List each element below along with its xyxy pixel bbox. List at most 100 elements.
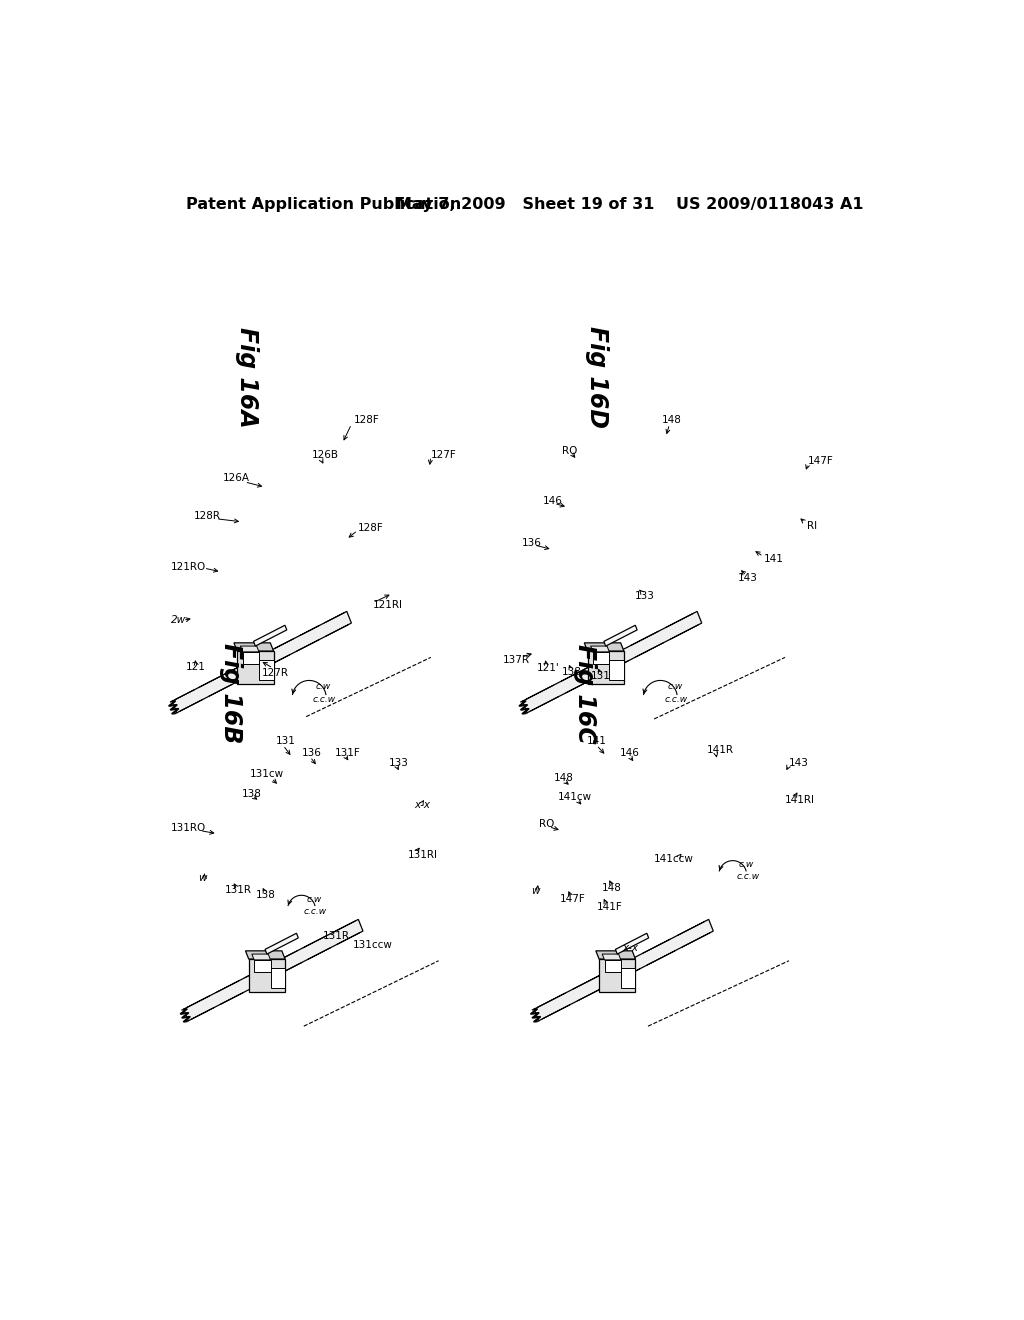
Polygon shape [337,932,360,945]
Text: 138: 138 [256,890,275,900]
Polygon shape [615,933,648,954]
Polygon shape [522,611,701,713]
Text: c.c.w: c.c.w [313,696,336,704]
Polygon shape [621,968,636,987]
Polygon shape [530,697,559,711]
Polygon shape [538,993,565,1007]
Polygon shape [642,939,671,953]
Polygon shape [215,981,239,993]
Text: US 2009/0118043 A1: US 2009/0118043 A1 [676,197,863,213]
Text: c.c.w: c.c.w [665,696,688,704]
Text: RO: RO [562,446,578,455]
Polygon shape [254,960,270,973]
Text: 126A: 126A [223,473,250,483]
Polygon shape [274,639,294,648]
Text: 141R: 141R [707,744,733,755]
Text: 141RI: 141RI [785,795,815,805]
Text: 141cw: 141cw [558,792,592,803]
Polygon shape [246,950,285,960]
Polygon shape [259,660,273,680]
Polygon shape [596,649,624,664]
Polygon shape [233,643,273,651]
Text: 141: 141 [587,737,607,746]
Polygon shape [267,655,291,667]
Text: 146: 146 [620,748,639,758]
Polygon shape [238,651,273,684]
Text: 148: 148 [554,774,573,783]
Polygon shape [525,685,554,700]
Text: 147F: 147F [560,894,586,904]
Text: c.w: c.w [315,682,331,692]
Polygon shape [252,954,270,960]
Polygon shape [647,950,675,965]
Polygon shape [265,933,298,954]
Polygon shape [241,645,259,652]
Polygon shape [254,626,287,645]
Polygon shape [220,993,244,1005]
Polygon shape [572,975,600,990]
Text: c.c.w: c.c.w [736,873,760,882]
Polygon shape [593,652,609,664]
Polygon shape [607,957,635,972]
Text: 141: 141 [764,554,783,564]
Text: 127F: 127F [431,450,457,459]
Text: x-x: x-x [414,800,430,810]
Polygon shape [238,669,261,681]
Text: 138: 138 [243,788,262,799]
Text: 131RO: 131RO [171,824,206,833]
Polygon shape [671,624,698,639]
Text: 147F: 147F [808,455,834,466]
Polygon shape [591,645,609,652]
Text: 121': 121' [538,663,560,673]
Text: Fig 16A: Fig 16A [234,327,258,428]
Text: 141F: 141F [596,902,623,912]
Text: 131R: 131R [323,931,350,941]
Text: 143: 143 [788,758,809,768]
Text: 121: 121 [186,661,206,672]
Text: 121RI: 121RI [373,601,403,610]
Polygon shape [224,664,245,675]
Text: May 7, 2009   Sheet 19 of 31: May 7, 2009 Sheet 19 of 31 [395,197,654,213]
Text: 128F: 128F [354,416,380,425]
Text: x-x: x-x [622,942,638,953]
Polygon shape [325,612,344,623]
Text: 131RI: 131RI [408,850,438,861]
Polygon shape [600,661,629,675]
Polygon shape [249,960,285,993]
Polygon shape [332,921,355,933]
Text: w: w [199,874,207,883]
Polygon shape [243,652,259,664]
Polygon shape [602,954,621,960]
Polygon shape [270,968,285,987]
Polygon shape [596,950,636,960]
Text: RI: RI [807,520,817,531]
Text: RO: RO [539,820,554,829]
Polygon shape [273,950,297,962]
Polygon shape [588,651,624,684]
Polygon shape [279,962,302,974]
Text: 127R: 127R [261,668,289,677]
Text: 131F: 131F [335,748,360,758]
Polygon shape [200,677,219,688]
Polygon shape [179,700,203,711]
Text: c.w: c.w [306,895,322,904]
Text: 148: 148 [662,416,682,425]
Polygon shape [209,684,232,697]
Text: 128R: 128R [194,511,221,521]
Polygon shape [186,995,210,1007]
Polygon shape [604,626,637,645]
Polygon shape [599,960,636,993]
Polygon shape [612,969,640,983]
Text: 128F: 128F [357,523,383,533]
Polygon shape [604,960,621,973]
Text: 148: 148 [602,883,622,892]
Polygon shape [609,660,624,680]
Text: c.w: c.w [668,682,683,692]
Text: 131: 131 [275,737,295,746]
Text: 126B: 126B [311,450,339,459]
Text: 136: 136 [521,539,542,548]
Text: 143: 143 [737,573,757,583]
Text: 131: 131 [591,671,611,681]
Text: 146: 146 [543,496,562,506]
Text: Fig 16D: Fig 16D [585,326,609,428]
